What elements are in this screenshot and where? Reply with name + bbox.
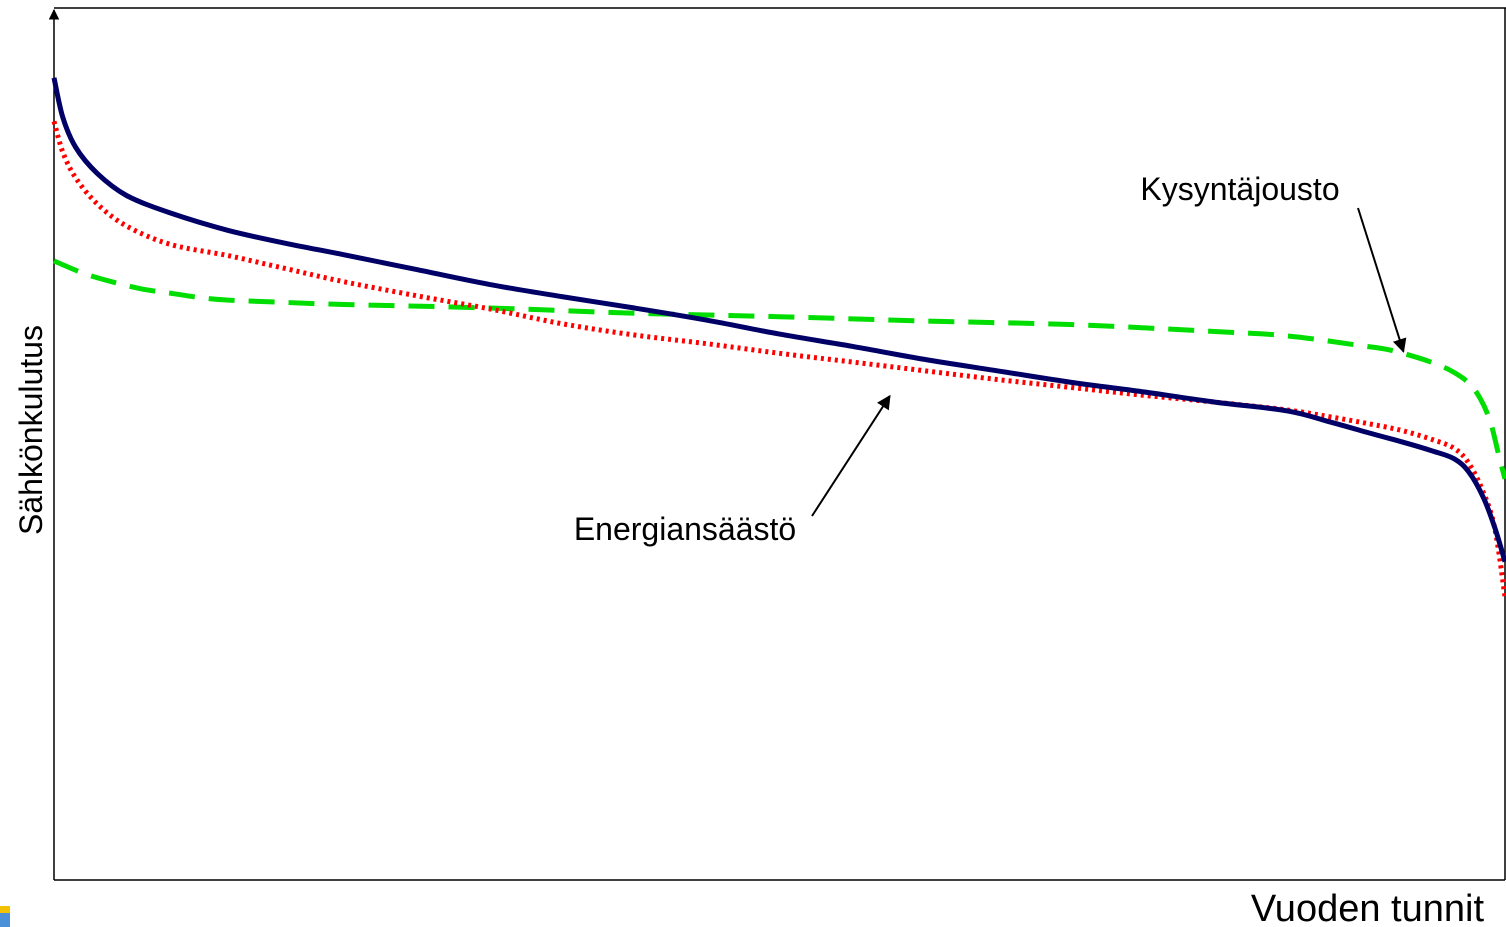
annotation-arrow-kysyntajousto bbox=[1357, 207, 1407, 353]
series-line-kysyntajousto bbox=[53, 258, 1506, 480]
series-line-energiansaasto bbox=[51, 120, 1506, 597]
series-line-baseline bbox=[51, 77, 1506, 563]
corner-logo-fragment bbox=[0, 906, 10, 927]
annotation-layer: Kysyntäjousto Energiansäästö bbox=[574, 171, 1407, 547]
y-axis-label: Sähkönkulutus bbox=[13, 325, 49, 535]
annotation-arrow-energiansaasto bbox=[811, 394, 891, 517]
annotation-label-energiansaasto: Energiansäästö bbox=[574, 511, 796, 547]
x-axis-label: Vuoden tunnit bbox=[1251, 888, 1485, 927]
series-layer bbox=[51, 77, 1506, 597]
annotation-label-kysyntajousto: Kysyntäjousto bbox=[1140, 171, 1339, 207]
plot-frame bbox=[54, 7, 1506, 880]
